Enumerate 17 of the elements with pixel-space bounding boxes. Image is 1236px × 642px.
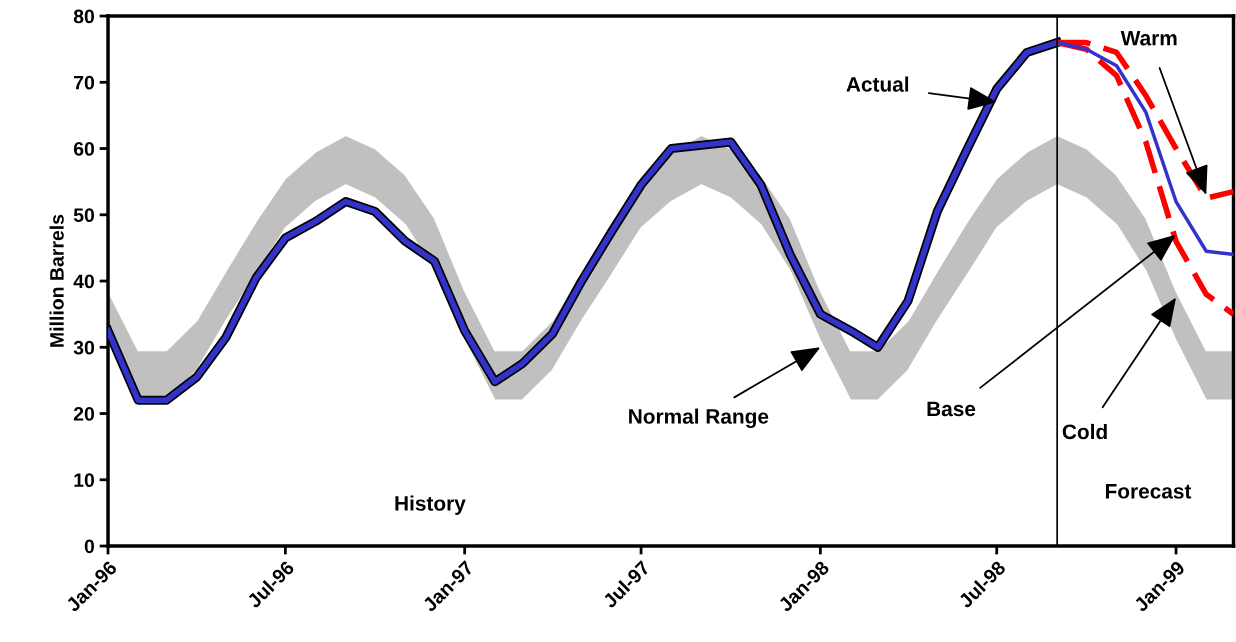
y-axis-title: Million Barrels — [49, 214, 64, 347]
y-tick-label: 20 — [73, 407, 95, 421]
y-tick-label: 0 — [84, 539, 95, 554]
annotation: Actual — [846, 76, 909, 92]
annotation: Cold — [1062, 423, 1107, 440]
y-tick-label: 70 — [74, 75, 95, 90]
y-tick-label: 50 — [73, 208, 95, 223]
y-tick-label: 80 — [73, 9, 95, 24]
annotation: Warm — [1120, 30, 1177, 46]
annotation: Base — [927, 401, 976, 417]
annotation: History — [395, 495, 466, 515]
annotation: Forecast — [1105, 484, 1192, 499]
y-tick-label: 60 — [73, 142, 95, 156]
y-tick-label: 40 — [73, 274, 95, 289]
annotation: Normal Range — [629, 408, 769, 429]
y-tick-label: 30 — [73, 340, 95, 355]
y-tick-label: 10 — [74, 473, 95, 488]
